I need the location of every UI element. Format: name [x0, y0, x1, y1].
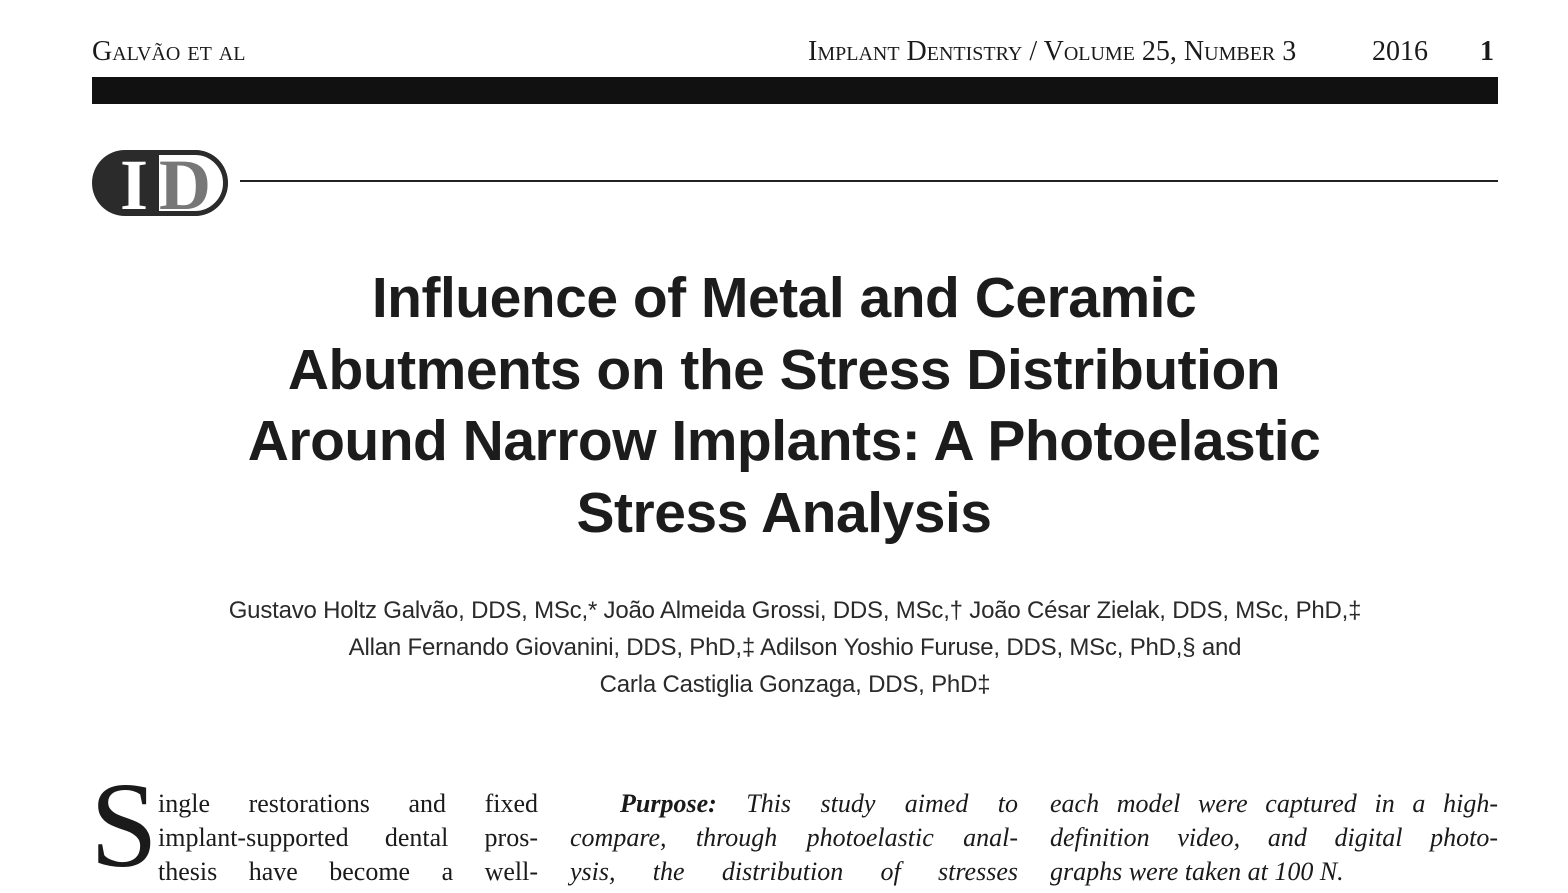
journal-info: Implant Dentistry / Volume 25, Number 3 — [808, 36, 1297, 67]
text-line: ysis, the distribution of stresses — [570, 857, 1018, 886]
body-column: ingle restorations and fixed implant-sup… — [158, 787, 538, 889]
abstract-column: Purpose: This study aimed to compare, th… — [570, 787, 1018, 889]
text-line: Purpose: This study aimed to — [570, 787, 1018, 821]
author-line: Carla Castiglia Gonzaga, DDS, PhD‡ — [599, 671, 991, 698]
author-line: Gustavo Holtz Galvão, DDS, MSc,* João Al… — [228, 597, 1362, 624]
text-line: thesis have become a well- — [158, 857, 538, 886]
page-number: 1 — [1480, 36, 1494, 67]
title-line: Abutments on the Stress Distribution — [287, 338, 1281, 402]
text-line: graphs were taken at 100 N. — [1050, 857, 1344, 886]
logo-letter: I — [120, 150, 149, 216]
text-line: ingle restorations and fixed — [158, 789, 538, 818]
abstract-label: Purpose: — [620, 789, 717, 818]
year: 2016 — [1372, 36, 1428, 67]
author-line: Allan Fernando Giovanini, DDS, PhD,‡ Adi… — [348, 634, 1242, 661]
text-line: implant-supported dental pros- — [158, 823, 538, 852]
logo: I D — [92, 150, 228, 216]
text-line: definition video, and digital photo- — [1050, 823, 1498, 852]
text-line: compare, through photoelastic anal- — [570, 823, 1018, 852]
header-bar — [92, 77, 1498, 104]
abstract-column: each model were captured in a high- defi… — [1050, 787, 1498, 889]
logo-letter: D — [159, 150, 211, 216]
text-line: each model were captured in a high- — [1050, 789, 1498, 818]
title-line: Stress Analysis — [576, 481, 992, 545]
rule — [240, 180, 1498, 182]
title-line: Influence of Metal and Ceramic — [371, 266, 1197, 330]
drop-cap: S — [90, 758, 158, 893]
logo-shape — [154, 150, 228, 216]
title-line: Around Narrow Implants: A Photoelastic — [247, 409, 1321, 473]
text-span: This study aimed to — [746, 789, 1019, 818]
running-author: Galvão et al — [92, 36, 246, 67]
